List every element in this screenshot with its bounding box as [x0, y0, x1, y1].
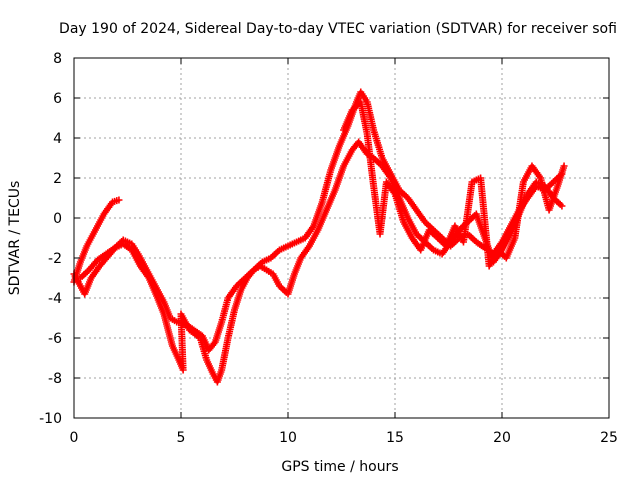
y-tick-label: 8 [53, 51, 62, 67]
y-tick-label: -4 [48, 291, 62, 307]
chart-title: Day 190 of 2024, Sidereal Day-to-day VTE… [59, 21, 617, 37]
x-axis-label: GPS time / hours [281, 459, 398, 475]
series-track-b [70, 88, 566, 354]
plot-frame [73, 57, 610, 419]
x-tick-label: 25 [600, 430, 618, 446]
y-tick-label: -8 [48, 371, 62, 387]
y-tick-label: 0 [53, 211, 62, 227]
data-point [558, 202, 566, 210]
series-track-d [340, 98, 568, 270]
y-tick-label: -2 [48, 251, 62, 267]
data-point [115, 196, 123, 204]
x-tick-label: 10 [279, 430, 297, 446]
y-tick-label: -10 [39, 411, 62, 427]
data-point [560, 162, 568, 170]
y-tick-label: 4 [53, 131, 62, 147]
x-tick-label: 5 [177, 430, 186, 446]
axis-ticks: 0 5 10 15 20 25 -10 -8 -6 -4 -2 0 2 4 6 8 [39, 51, 618, 446]
y-tick-label: -6 [48, 331, 62, 347]
y-tick-label: 6 [53, 91, 62, 107]
grid [74, 58, 609, 418]
y-tick-label: 2 [53, 171, 62, 187]
x-tick-label: 15 [386, 430, 404, 446]
series-track-c [76, 138, 566, 386]
y-axis-label: SDTVAR / TECUs [7, 181, 23, 296]
data-points [70, 88, 568, 386]
x-tick-label: 0 [70, 430, 79, 446]
x-tick-label: 20 [493, 430, 511, 446]
